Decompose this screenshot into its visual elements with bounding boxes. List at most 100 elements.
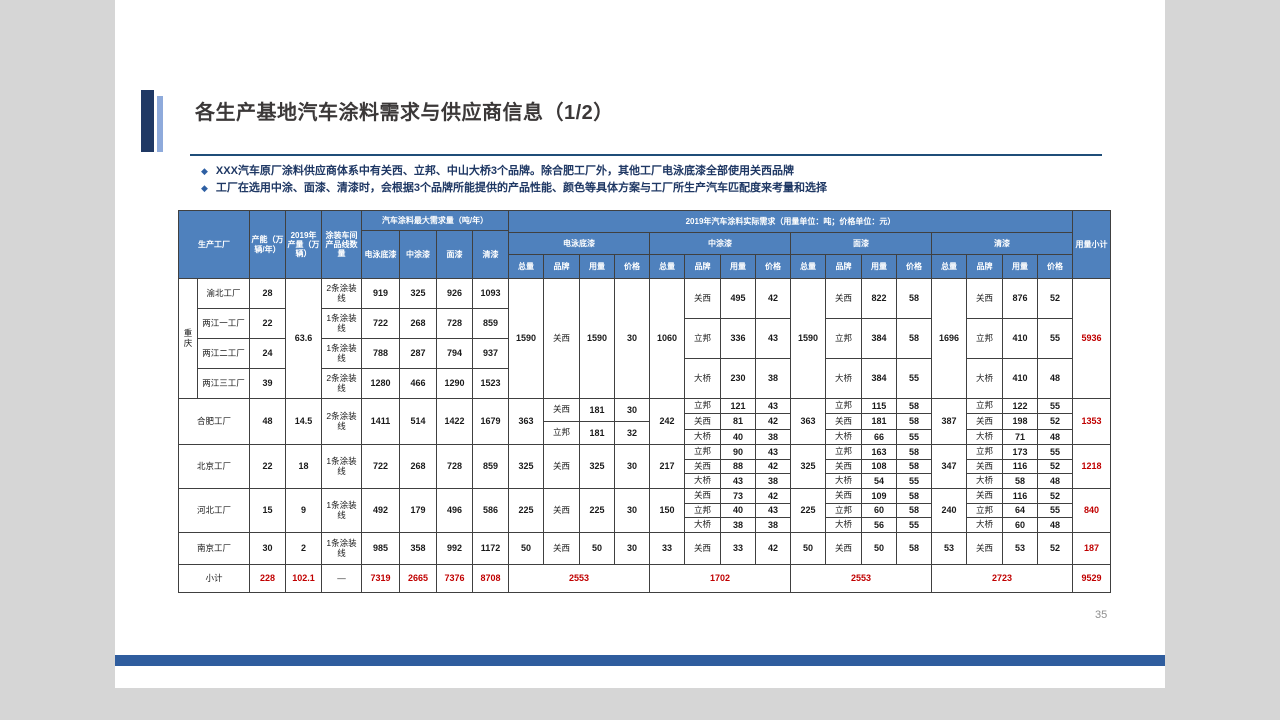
footer-group-total-col: 2553	[791, 565, 932, 593]
paint-type-subheader-row: 总量 品牌 用量 价格	[509, 255, 650, 279]
paint-total-col: 242	[650, 399, 685, 445]
paint-subcol: 总量	[509, 255, 544, 279]
factory-col: 河北工厂	[179, 489, 250, 533]
usage-col: 53	[1003, 533, 1038, 565]
usage-cell: 876	[1003, 279, 1038, 319]
price-cell: 58	[897, 459, 932, 475]
price-cell: 38	[756, 474, 791, 490]
paint-subcol: 价格	[897, 255, 932, 279]
max-demand-col: 722	[362, 445, 400, 489]
footer-label-col: 小计	[179, 565, 250, 593]
paint-type-header: 清漆	[932, 233, 1073, 255]
max-demand-col: 358	[400, 533, 437, 565]
max-demand-subheader: 电泳底漆	[362, 231, 400, 279]
paint-subheader: 品牌	[967, 255, 1003, 279]
max-demand-col: 859	[473, 445, 509, 489]
production-col: 18	[286, 445, 322, 489]
max-demand-col: 992	[437, 533, 473, 565]
max-demand-group: 汽车涂料最大需求量（吨/年） 电泳底漆 中涂漆 面漆 清漆	[362, 211, 509, 279]
footer-max-cell: 7319	[362, 565, 400, 593]
paint-type-subheader-row: 总量 品牌 用量 价格	[932, 255, 1073, 279]
usage-subtotal-cell: 187	[1073, 533, 1111, 565]
price-cell: 43	[756, 503, 791, 519]
price-cell: 58	[897, 445, 932, 460]
paint-subheader: 总量	[932, 255, 967, 279]
paint-subcol: 用量	[580, 255, 615, 279]
slide: 各生产基地汽车涂料需求与供应商信息（1/2） ◆ XXX汽车原厂涂料供应商体系中…	[115, 0, 1165, 688]
price-cell: 52	[1038, 279, 1073, 319]
usage-cell: 384	[862, 319, 897, 359]
price-cell: 55	[897, 359, 932, 399]
usage-cell: 115	[862, 399, 897, 415]
usage-subtotal-cell: 5936	[1073, 279, 1111, 399]
price-cell: 30	[615, 445, 650, 489]
usage-cell: 181	[580, 399, 615, 422]
paint-subcol: 品牌	[967, 255, 1003, 279]
usage-cell: 43	[721, 474, 756, 490]
max-demand-cell: 1290	[437, 369, 473, 399]
capacity-cell: 48	[250, 399, 286, 445]
factory-block: 河北工厂 15 9 1条涂装线 492 179 496 586 225 关西 225 30 150 关西立…	[179, 489, 1111, 534]
factory-block: 南京工厂 30 2 1条涂装线 985 358 992 1172 50 关西 50 30 33 关西 33 4…	[179, 533, 1111, 565]
factory-col: 北京工厂	[179, 445, 250, 489]
usage-subtotal-col: 840	[1073, 489, 1111, 533]
usage-cell: 60	[862, 503, 897, 519]
price-cell: 58	[897, 533, 932, 565]
footer-max-cell: 2665	[400, 565, 437, 593]
paint-type-header: 电泳底漆	[509, 233, 650, 255]
footer-group-total-cell: 2553	[791, 565, 932, 593]
paint-type-group: 中涂漆 总量 品牌 用量 价格	[650, 233, 791, 279]
max-demand-cell: 937	[473, 339, 509, 369]
brand-col: 关西	[544, 445, 580, 489]
paint-total-cell: 325	[791, 445, 826, 489]
usage-col: 225	[580, 489, 615, 533]
brand-cell: 关西	[967, 459, 1003, 475]
usage-col: 121 81 40	[721, 399, 756, 445]
price-cell: 42	[756, 533, 791, 565]
paint-total-cell: 1590	[791, 279, 826, 399]
brand-col: 立邦 关西 大桥	[826, 445, 862, 490]
max-demand-cell: 287	[400, 339, 437, 369]
production-col: 2	[286, 533, 322, 565]
usage-cell: 121	[721, 399, 756, 415]
brand-cell: 立邦	[967, 319, 1003, 359]
max-demand-cell: 492	[362, 489, 400, 533]
price-cell: 43	[756, 319, 791, 359]
max-demand-header: 汽车涂料最大需求量（吨/年）	[362, 211, 509, 231]
usage-cell: 230	[721, 359, 756, 399]
brand-cell: 大桥	[685, 359, 721, 399]
price-col: 30	[615, 489, 650, 533]
usage-col: 90 88 43	[721, 445, 756, 490]
price-cell: 52	[1038, 533, 1073, 565]
max-demand-cell: 1679	[473, 399, 509, 445]
paint-subcol: 品牌	[544, 255, 580, 279]
brand-cell: 大桥	[967, 429, 1003, 445]
usage-cell: 66	[862, 429, 897, 445]
price-col: 43 42 38	[756, 445, 791, 490]
brand-cell: 关西	[544, 445, 580, 489]
capacity-cell: 39	[250, 369, 286, 399]
usage-col: 73 40 38	[721, 489, 756, 534]
paint-subheader: 总量	[650, 255, 685, 279]
usage-subtotal-col: 1218	[1073, 445, 1111, 489]
production-col: 63.6	[286, 279, 322, 399]
footer-grand-total-cell: 9529	[1073, 565, 1111, 593]
price-cell: 52	[1038, 459, 1073, 475]
paint-total-cell: 217	[650, 445, 685, 489]
brand-col: 关西 立邦 大桥	[967, 279, 1003, 399]
capacity-cell: 24	[250, 339, 286, 369]
price-col: 30	[615, 533, 650, 565]
price-cell: 52	[1038, 414, 1073, 430]
max-demand-cell: 496	[437, 489, 473, 533]
footer-lines-cell: —	[322, 565, 362, 593]
paint-total-cell: 225	[509, 489, 544, 533]
max-demand-cell: 466	[400, 369, 437, 399]
usage-cell: 822	[862, 279, 897, 319]
usage-cell: 109	[862, 489, 897, 504]
subtotal-row: 小计 228 102.1—7319 2665 7376 8708 2553 1702 2553 2…	[179, 565, 1111, 593]
usage-col: 325	[580, 445, 615, 489]
brand-cell: 大桥	[967, 518, 1003, 534]
usage-cell: 33	[721, 533, 756, 565]
price-cell: 55	[897, 518, 932, 534]
diamond-bullet-icon: ◆	[201, 183, 208, 193]
